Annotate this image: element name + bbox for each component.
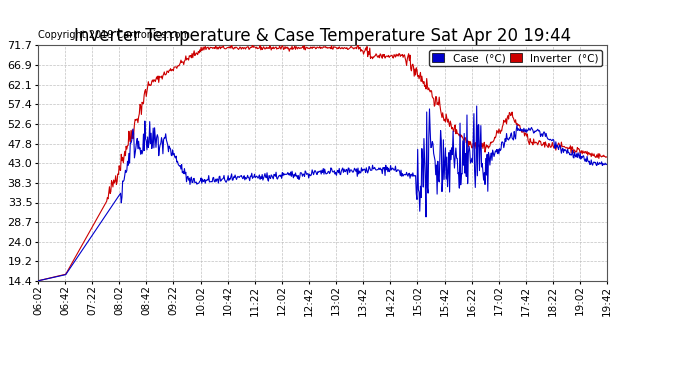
Legend: Case  (°C), Inverter  (°C): Case (°C), Inverter (°C) xyxy=(428,50,602,66)
Text: Copyright 2019 Cartronics.com: Copyright 2019 Cartronics.com xyxy=(38,30,190,40)
Title: Inverter Temperature & Case Temperature Sat Apr 20 19:44: Inverter Temperature & Case Temperature … xyxy=(74,27,571,45)
